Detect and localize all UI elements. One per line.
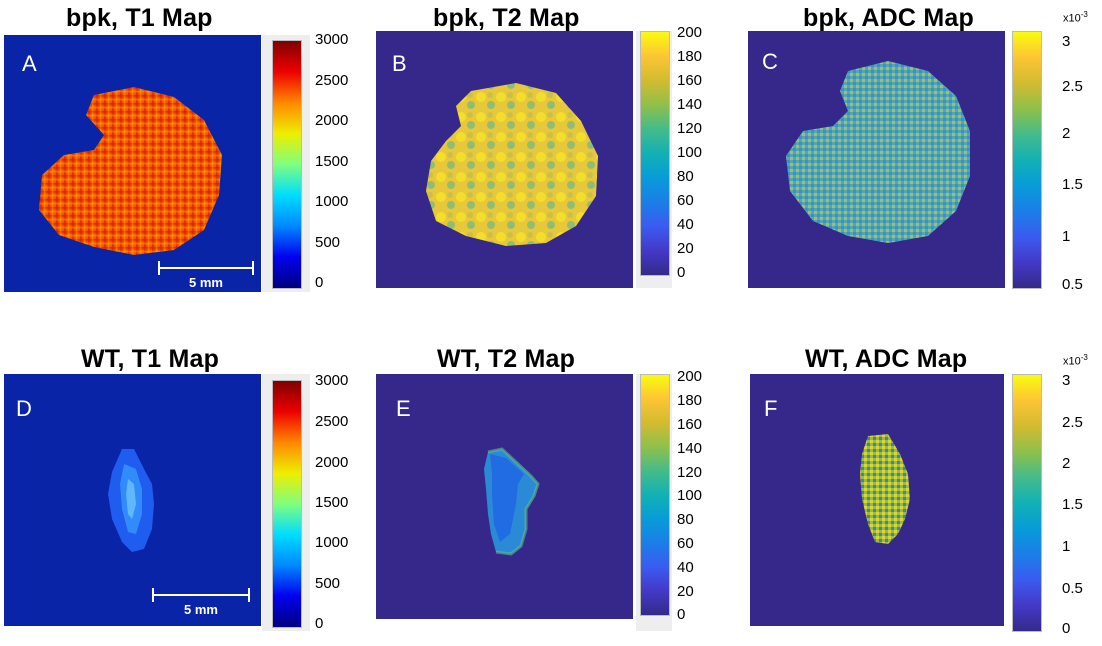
t2-map-image: B <box>376 31 633 288</box>
colorbar-frame <box>636 31 672 288</box>
panel-title: WT, ADC Map <box>805 345 968 373</box>
tick-label: 160 <box>677 72 703 89</box>
tick-label: 20 <box>677 240 694 257</box>
tick-label: 0 <box>1062 620 1071 637</box>
tick-label: 120 <box>677 464 703 481</box>
panel-letter: A <box>22 51 37 76</box>
colorbar-frame <box>636 374 672 631</box>
colorbar-frame <box>262 374 310 631</box>
tick-label: 60 <box>677 535 694 552</box>
tick-label: 500 <box>315 575 341 592</box>
tick-label: 160 <box>677 416 703 433</box>
scale-bar: 5 mm <box>152 588 250 620</box>
tick-label: 0 <box>677 264 686 281</box>
kidney-region <box>786 61 970 243</box>
tick-label: 1000 <box>315 193 349 210</box>
panel-title: WT, T2 Map <box>437 345 576 373</box>
panel-letter: C <box>762 49 778 74</box>
tick-label: 60 <box>677 192 694 209</box>
tick-label: 3000 <box>315 31 349 48</box>
tick-label: 0 <box>315 615 324 632</box>
panel-letter: E <box>396 396 411 421</box>
panel-title: bpk, ADC Map <box>803 4 974 32</box>
tick-label: 0.5 <box>1062 580 1083 597</box>
tick-label: 200 <box>677 24 703 41</box>
panel-letter: D <box>16 396 32 421</box>
colorbar <box>272 380 302 628</box>
tick-label: 500 <box>315 234 341 251</box>
adc-map-image: F <box>750 374 1004 626</box>
tick-label: 2500 <box>315 413 349 430</box>
tick-label: 180 <box>677 48 703 65</box>
tick-label: 140 <box>677 440 703 457</box>
colorbar <box>1012 31 1042 289</box>
panel-title: WT, T1 Map <box>81 345 220 373</box>
tick-label: 40 <box>677 559 694 576</box>
tick-label: 2.5 <box>1062 78 1083 95</box>
tick-label: 0.5 <box>1062 276 1083 293</box>
colorbar <box>272 40 302 289</box>
tick-label: 20 <box>677 583 694 600</box>
tick-label: 1 <box>1062 228 1071 245</box>
tick-label: 140 <box>677 96 703 113</box>
tick-label: 1.5 <box>1062 176 1083 193</box>
kidney-region <box>39 87 222 255</box>
tick-label: 0 <box>315 274 324 291</box>
tick-label: 1500 <box>315 494 349 511</box>
tick-label: 40 <box>677 216 694 233</box>
tick-label: 2.5 <box>1062 414 1083 431</box>
tick-label: 2000 <box>315 112 349 129</box>
scale-bar-label: 5 mm <box>184 602 218 617</box>
tick-label: 2000 <box>315 454 349 471</box>
tick-label: 100 <box>677 487 703 504</box>
tick-label: 180 <box>677 392 703 409</box>
adc-map-image: C <box>748 31 1005 288</box>
colorbar <box>640 31 670 276</box>
scale-bar-label: 5 mm <box>189 275 223 290</box>
colorbar-exponent: x10-3 <box>1063 10 1088 25</box>
tick-label: 80 <box>677 511 694 528</box>
panel-letter: F <box>764 396 778 421</box>
t1-map-image: A 5 mm <box>4 35 261 292</box>
tick-label: 120 <box>677 120 703 137</box>
kidney-region <box>860 434 910 544</box>
kidney-region <box>426 83 598 246</box>
tick-label: 1 <box>1062 538 1071 555</box>
tick-label: 2500 <box>315 72 349 89</box>
scale-bar: 5 mm <box>158 261 254 292</box>
panel-title: bpk, T1 Map <box>66 4 213 32</box>
panel-title: bpk, T2 Map <box>433 4 580 32</box>
tick-label: 1.5 <box>1062 496 1083 513</box>
colorbar <box>640 374 670 616</box>
colorbar <box>1012 374 1042 632</box>
tick-label: 3 <box>1062 372 1071 389</box>
tick-label: 200 <box>677 368 703 385</box>
colorbar-exponent: x10-3 <box>1063 353 1088 368</box>
tick-label: 1000 <box>315 534 349 551</box>
colorbar-frame <box>1008 374 1044 632</box>
t1-map-image: D 5 mm <box>4 374 261 626</box>
panel-letter: B <box>392 51 407 76</box>
colorbar-frame <box>262 35 310 292</box>
tick-label: 0 <box>677 606 686 623</box>
tick-label: 3 <box>1062 33 1071 50</box>
colorbar-frame <box>1008 31 1044 289</box>
tick-label: 2 <box>1062 455 1071 472</box>
t2-map-image: E <box>376 374 633 619</box>
tick-label: 1500 <box>315 153 349 170</box>
tick-label: 100 <box>677 144 703 161</box>
tick-label: 80 <box>677 168 694 185</box>
tick-label: 2 <box>1062 125 1071 142</box>
tick-label: 3000 <box>315 372 349 389</box>
